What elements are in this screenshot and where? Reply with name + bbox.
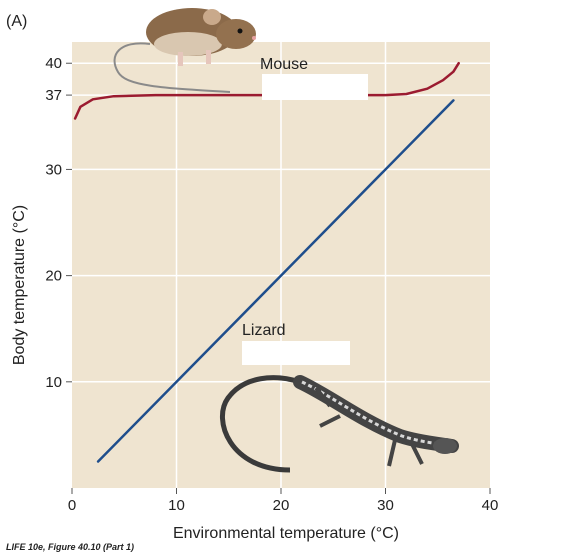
y-tick-label-40: 40 bbox=[45, 55, 62, 72]
series-label-mouse: Mouse bbox=[260, 56, 308, 73]
y-axis-title: Body temperature (°C) bbox=[11, 205, 28, 365]
x-tick-label-0: 0 bbox=[68, 497, 76, 514]
series-line-lizard bbox=[96, 99, 455, 463]
figure-credit: LIFE 10e, Figure 40.10 (Part 1) bbox=[6, 542, 134, 552]
mouse-illustration bbox=[113, 8, 256, 93]
mouse-label-box bbox=[262, 74, 368, 100]
panel-label: (A) bbox=[6, 13, 27, 30]
series-label-lizard: Lizard bbox=[242, 322, 286, 339]
y-axis-ticks: 10 20 30 37 40 bbox=[45, 55, 72, 391]
y-tick-label-10: 10 bbox=[45, 374, 62, 391]
x-tick-label-20: 20 bbox=[273, 497, 290, 514]
x-tick-label-30: 30 bbox=[377, 497, 394, 514]
x-axis-title: Environmental temperature (°C) bbox=[173, 525, 399, 542]
y-tick-label-37: 37 bbox=[45, 87, 62, 104]
x-axis-ticks: 0 10 20 30 40 bbox=[68, 488, 499, 514]
x-tick-label-40: 40 bbox=[482, 497, 499, 514]
lizard-label-box bbox=[242, 341, 350, 365]
gridlines bbox=[72, 42, 490, 488]
x-tick-label-10: 10 bbox=[168, 497, 185, 514]
y-tick-label-30: 30 bbox=[45, 161, 62, 178]
lizard-illustration bbox=[220, 375, 459, 473]
y-tick-label-20: 20 bbox=[45, 268, 62, 285]
